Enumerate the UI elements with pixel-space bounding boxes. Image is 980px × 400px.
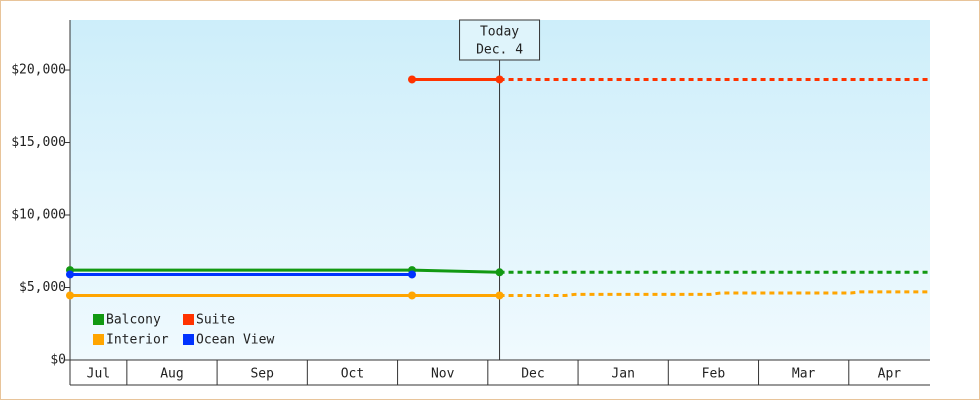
y-tick-label: $20,000 [11,63,66,78]
y-tick-label: $5,000 [19,280,66,295]
today-box [459,19,541,61]
legend-swatch [93,314,104,325]
y-tick-label: $15,000 [11,135,66,150]
y-tick-label: $10,000 [11,208,66,223]
x-tick-label: Jan [611,367,634,382]
point [408,291,417,300]
point [495,75,504,84]
x-tick-label: Oct [341,367,364,382]
today-label: Today [480,25,519,40]
y-tick-label: $0 [50,353,66,368]
legend-swatch [93,334,104,345]
legend-label: Ocean View [196,333,274,348]
legend-label: Interior [106,333,169,348]
point [66,270,74,279]
forecast-line [499,290,930,297]
today-date: Dec. 4 [476,43,523,58]
point [66,291,74,300]
legend-label: Balcony [106,313,161,328]
x-tick-label: Aug [160,367,183,382]
x-tick-label: Nov [431,367,455,382]
point [495,268,504,277]
legend-label: Suite [196,313,235,328]
x-tick-label: Feb [702,367,726,382]
point [495,291,504,300]
x-tick-label: Apr [878,367,902,382]
x-tick-label: Mar [792,367,816,382]
legend-swatch [183,314,194,325]
point [408,75,417,84]
x-tick-label: Jul [87,367,110,382]
legend-swatch [183,334,194,345]
x-tick-label: Sep [250,367,274,382]
x-tick-label: Dec [521,367,544,382]
point [408,270,417,279]
